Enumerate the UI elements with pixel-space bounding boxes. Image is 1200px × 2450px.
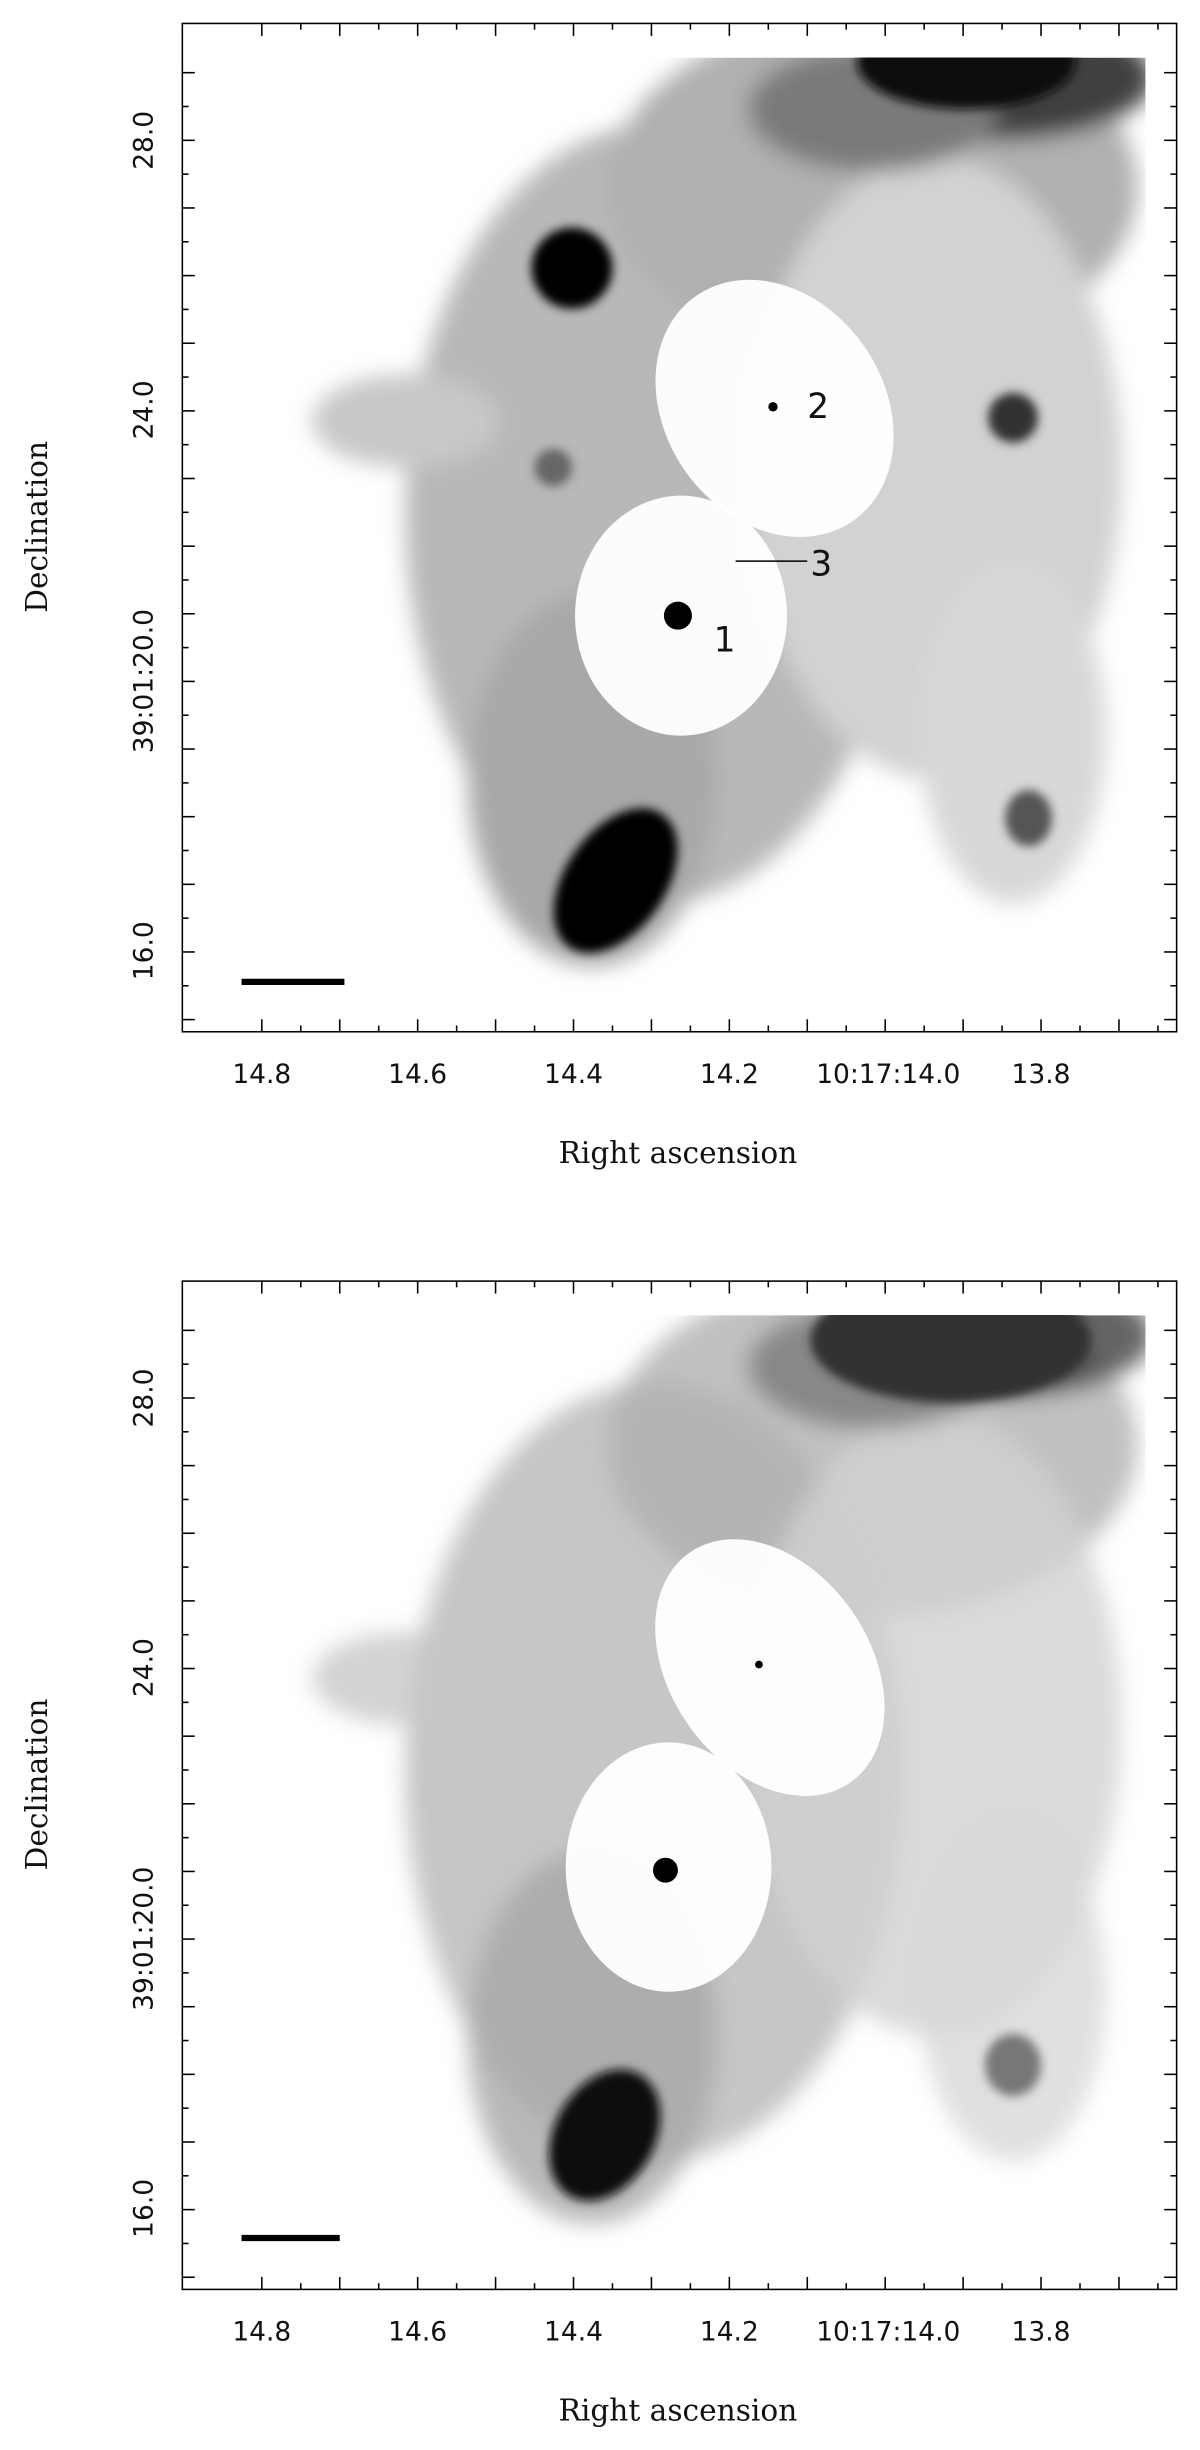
x-axis-label: Right ascension (559, 1136, 798, 1170)
y-tick-label: 24.0 (128, 380, 159, 439)
y-tick-label: 39:01:20.0 (128, 609, 159, 753)
point-source (663, 601, 692, 630)
annotation: 2 (807, 387, 829, 427)
x-tick-label: 14.2 (700, 1059, 759, 1090)
x-tick-label: 14.6 (388, 1059, 447, 1090)
sky-image (249, 57, 1146, 1003)
x-tick-label: 14.8 (232, 1059, 291, 1090)
point-source (652, 1857, 678, 1883)
point-source (768, 402, 778, 412)
y-tick-label: 28.0 (128, 111, 159, 170)
haze-blob (919, 561, 1107, 904)
source (857, 57, 1076, 110)
y-tick-label: 24.0 (128, 1638, 159, 1697)
x-tick-label: 13.8 (1012, 2317, 1071, 2348)
sources (531, 57, 1076, 953)
haze-blob (311, 374, 499, 468)
source (810, 1315, 1091, 1403)
source (534, 448, 572, 487)
y-tick-label: 16.0 (128, 2179, 159, 2238)
annotation: 3 (810, 544, 832, 584)
source (522, 1178, 591, 1247)
x-tick-label: 14.4 (544, 2317, 603, 2348)
sky-image (249, 1178, 1146, 2260)
y-tick-label: 16.0 (128, 921, 159, 980)
source (553, 808, 678, 953)
panel: 1 2 3 14.8 14.6 14.4 14.2 10:17:14.0 13.8 28.0 24.… (20, 22, 1178, 1170)
x-tick-label: 10:17:14.0 (816, 1059, 960, 1090)
image-content (249, 57, 1146, 1003)
source (549, 2069, 661, 2201)
residual-aperture (655, 1539, 885, 1796)
point-source (755, 1660, 763, 1669)
source (1005, 790, 1052, 847)
y-axis-label: Declination (20, 441, 54, 613)
source (988, 392, 1038, 443)
y-tick-label: 28.0 (128, 1368, 159, 1427)
x-tick-label: 14.6 (388, 2317, 447, 2348)
y-tick-label: 39:01:20.0 (128, 1867, 159, 2011)
image-content (249, 1178, 1146, 2260)
panel: 14.8 14.6 14.4 14.2 10:17:14.0 13.8 28.0 24.0 39… (20, 1178, 1178, 2428)
haze-blob (919, 1818, 1107, 2162)
sources (522, 1178, 1091, 2201)
x-tick-label: 14.2 (700, 2317, 759, 2348)
x-axis-label: Right ascension (559, 2394, 798, 2428)
x-tick-label: 14.4 (544, 1059, 603, 1090)
haze-blob (311, 1631, 499, 1726)
y-axis-label: Declination (20, 1699, 54, 1871)
source (984, 2033, 1042, 2097)
axes-frame (181, 1280, 1178, 2291)
annotation: 1 (714, 621, 736, 661)
x-tick-label: 10:17:14.0 (816, 2317, 960, 2348)
x-tick-label: 13.8 (1012, 1059, 1071, 1090)
x-tick-label: 14.8 (232, 2317, 291, 2348)
axes-frame (181, 22, 1178, 1033)
source (531, 227, 613, 309)
